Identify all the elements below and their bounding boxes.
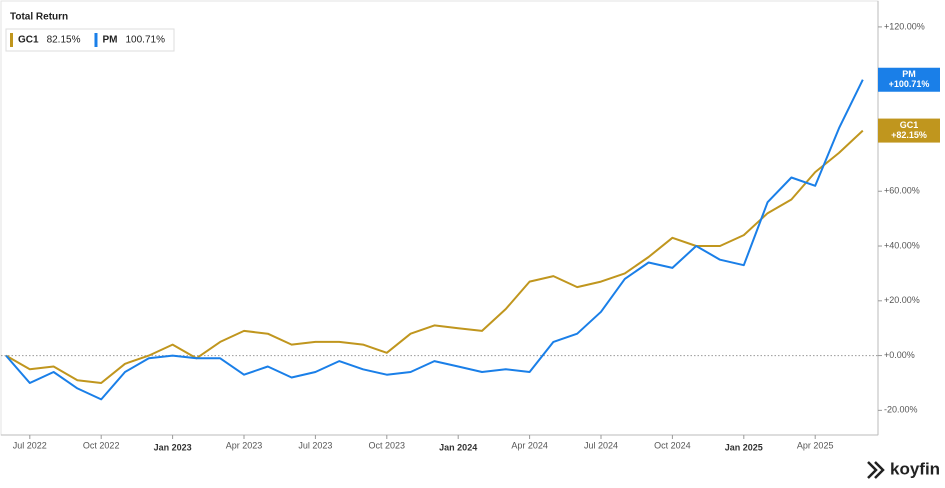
end-tag-name: GC1: [900, 120, 919, 130]
x-tick-label: Oct 2023: [369, 440, 406, 450]
x-tick-label: Jan 2024: [439, 442, 477, 452]
end-tag: [878, 118, 940, 143]
legend-swatch: [10, 33, 13, 47]
legend-swatch: [94, 33, 98, 47]
series-line: [5, 79, 864, 401]
chart-title: Total Return: [10, 12, 68, 23]
legend-box: [5, 28, 175, 52]
y-tick-label: +20.00%: [884, 295, 920, 305]
x-tick-label: Apr 2025: [797, 440, 834, 450]
x-tick-label: Apr 2024: [511, 440, 548, 450]
y-tick-label: +0.00%: [884, 350, 915, 360]
y-tick-label: +120.00%: [884, 21, 925, 31]
end-tag-name: PM: [902, 69, 916, 79]
value-label: +100.71%: [889, 79, 930, 89]
value-label: +82.15%: [891, 130, 927, 140]
y-tick-label: +60.00%: [884, 186, 920, 196]
x-tick-label: Jul 2022: [13, 440, 47, 450]
legend-name: PM: [102, 35, 117, 46]
brand-icon: [867, 461, 885, 479]
legend-name: GC1: [18, 35, 39, 46]
x-tick-label: Oct 2024: [654, 440, 691, 450]
y-tick-label: -20.00%: [884, 405, 918, 415]
series-line: [5, 129, 864, 384]
legend-value: 100.71%: [125, 35, 165, 46]
x-tick-label: Jul 2023: [298, 440, 332, 450]
x-tick-label: Jan 2025: [725, 442, 763, 452]
end-tag: [878, 67, 940, 92]
y-tick-label: +40.00%: [884, 240, 920, 250]
brand-logo: koyfin: [890, 459, 940, 478]
x-tick-label: Apr 2023: [226, 440, 263, 450]
x-tick-label: Jul 2024: [584, 440, 618, 450]
plot-frame: [0, 0, 879, 436]
x-tick-label: Jan 2023: [154, 442, 192, 452]
legend-value: 82.15%: [47, 35, 81, 46]
x-tick-label: Oct 2022: [83, 440, 120, 450]
